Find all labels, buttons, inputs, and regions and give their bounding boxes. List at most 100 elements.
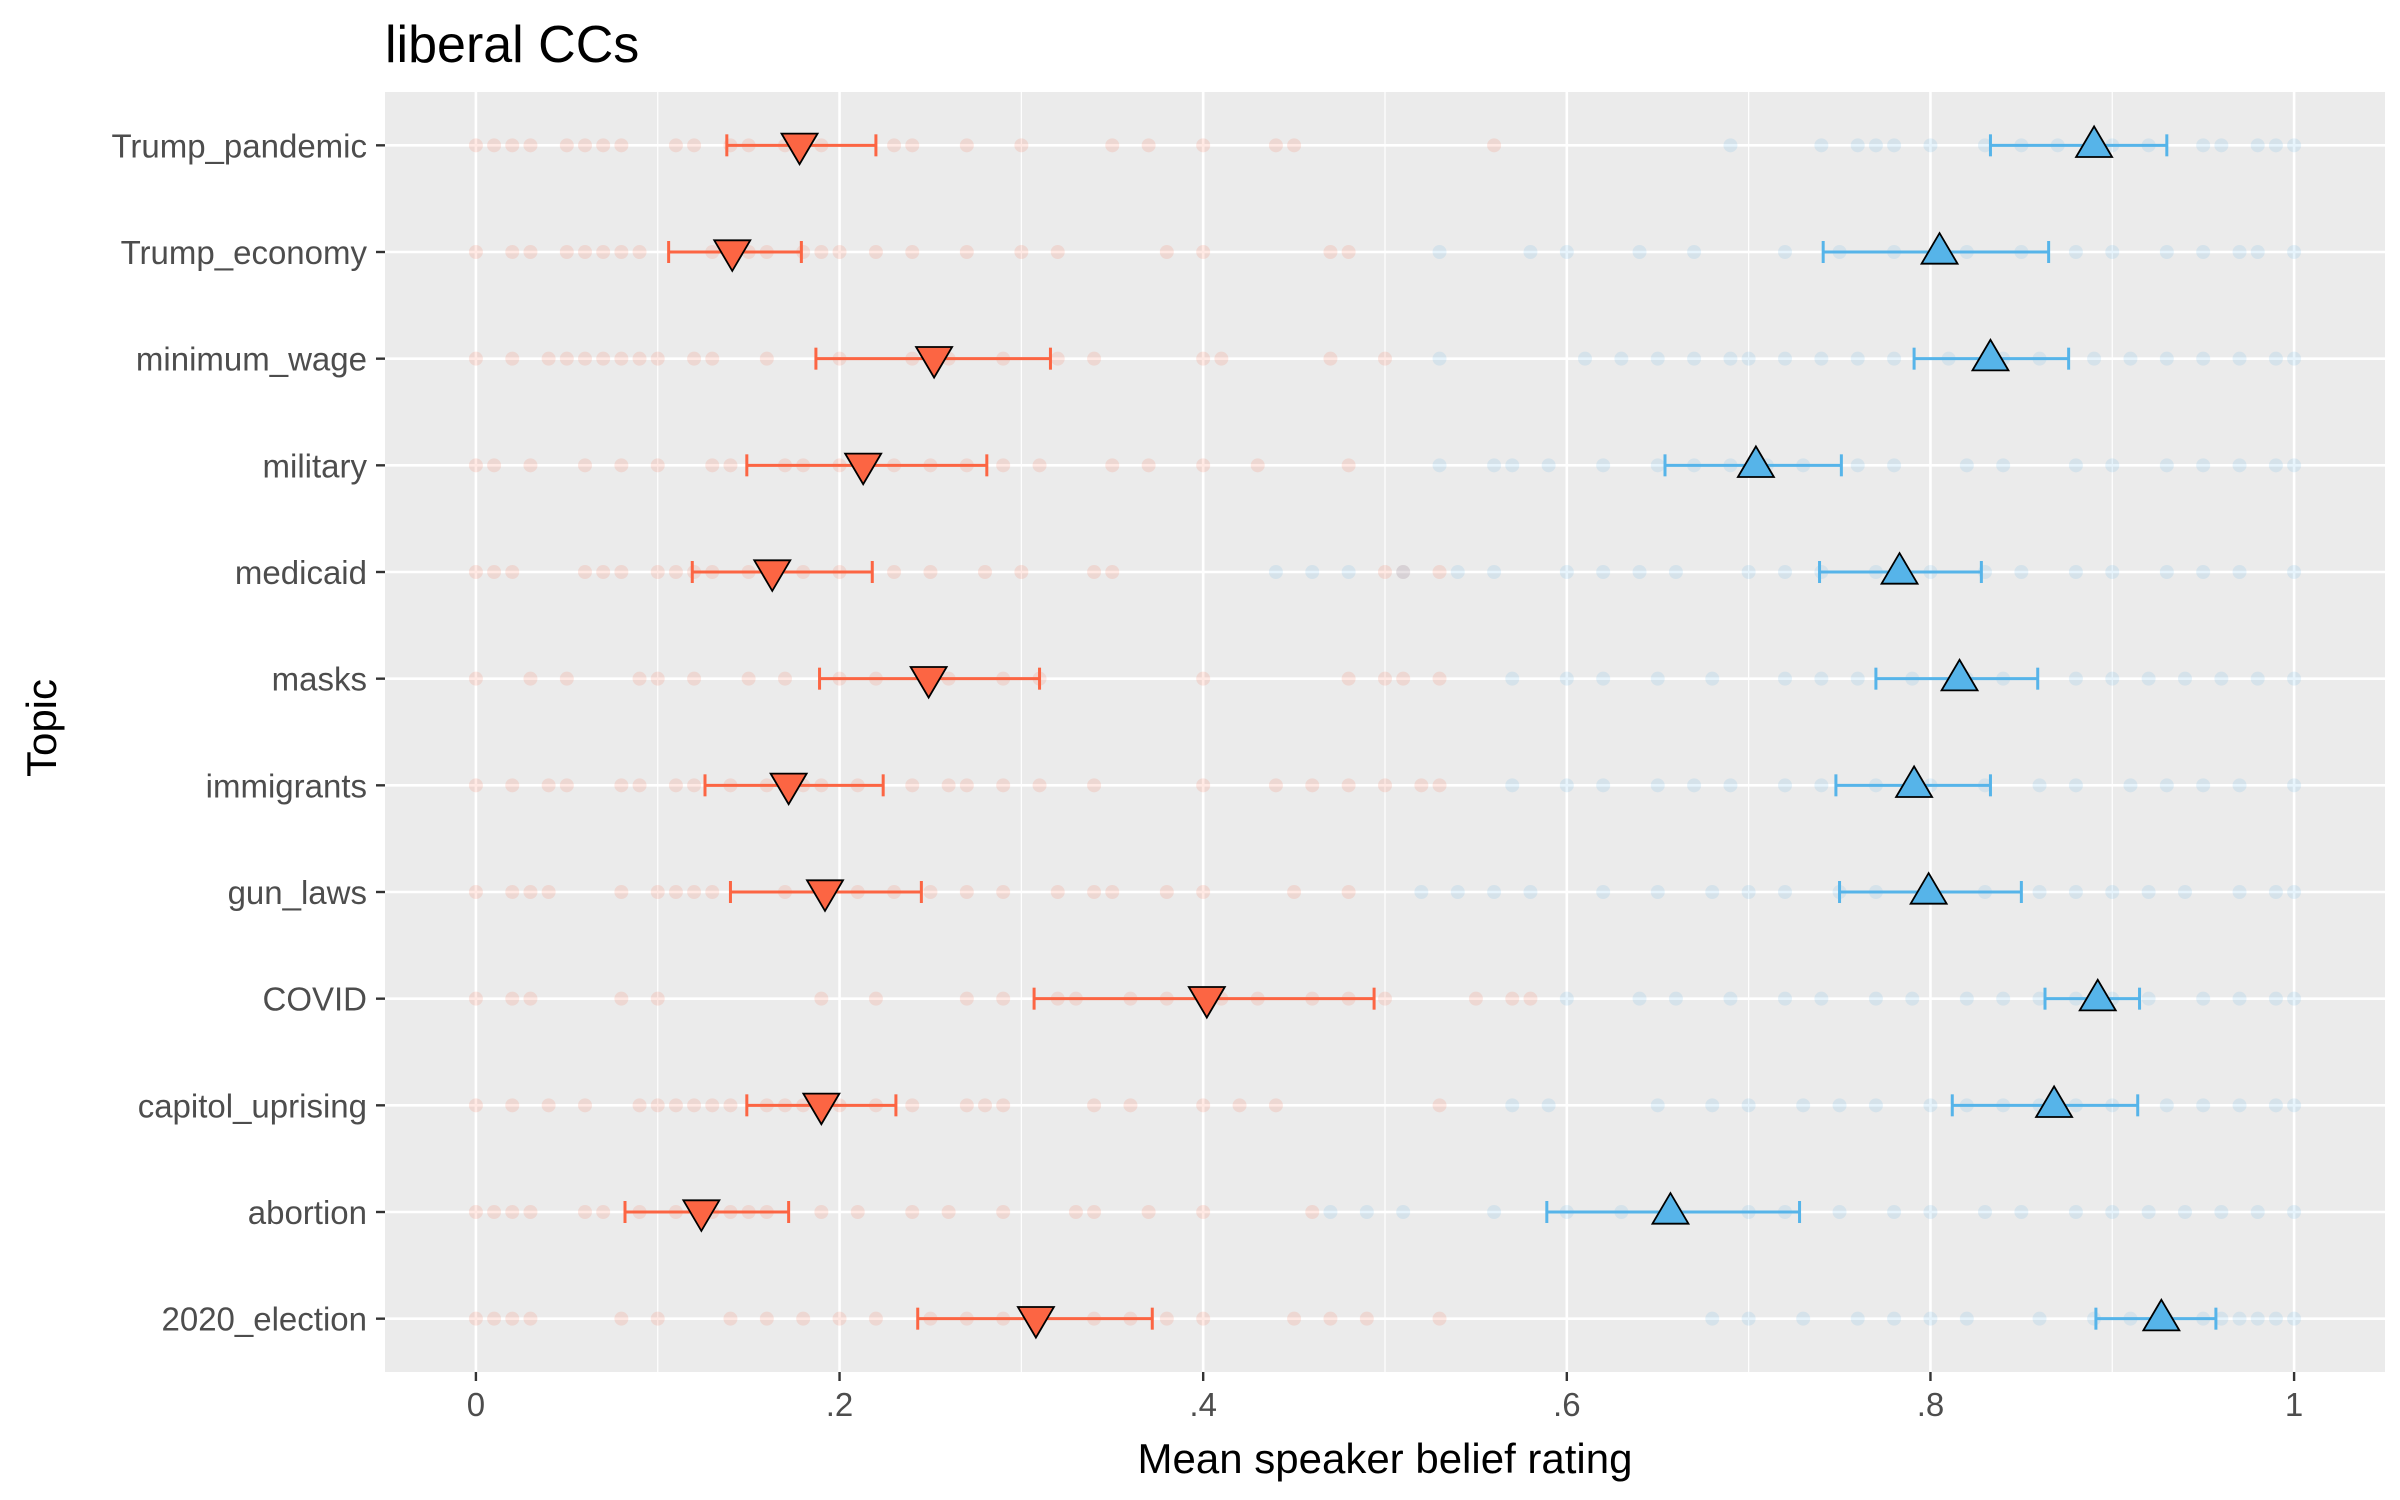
raw-point — [1050, 351, 1065, 366]
raw-point — [1087, 885, 1102, 899]
raw-point — [2159, 245, 2174, 259]
raw-point — [2068, 778, 2083, 793]
raw-point — [1196, 458, 1211, 473]
raw-point — [596, 245, 611, 259]
raw-point — [1123, 1098, 1138, 1113]
raw-point — [1978, 1205, 1992, 1219]
raw-point — [1305, 778, 1320, 793]
raw-point — [1814, 991, 1829, 1006]
mean-marker — [752, 559, 792, 593]
raw-point — [2032, 885, 2047, 899]
raw-point — [1141, 138, 1156, 153]
raw-point — [1068, 1205, 1083, 1219]
y-tick-label: minimum_wage — [136, 341, 367, 378]
raw-point — [541, 351, 556, 366]
raw-point — [1268, 778, 1283, 793]
raw-point — [1287, 885, 1302, 899]
raw-point — [2287, 245, 2302, 259]
raw-point — [1323, 245, 1338, 259]
raw-point — [1450, 885, 1465, 899]
raw-point — [1650, 778, 1665, 793]
raw-point — [468, 991, 483, 1006]
raw-point — [887, 138, 902, 153]
raw-point — [1505, 778, 1520, 793]
raw-point — [650, 458, 665, 473]
raw-point — [2250, 138, 2265, 153]
raw-point — [468, 565, 483, 579]
raw-point — [2068, 565, 2083, 579]
raw-point — [2159, 351, 2174, 366]
raw-point — [596, 138, 611, 153]
raw-point — [523, 1205, 538, 1219]
mean-marker — [2034, 1084, 2074, 1118]
raw-point — [687, 1098, 702, 1113]
raw-point — [1541, 1098, 1556, 1113]
raw-point — [1559, 671, 1574, 686]
raw-point — [559, 351, 574, 366]
raw-point — [614, 138, 629, 153]
raw-point — [1432, 458, 1447, 473]
raw-point — [1396, 565, 1411, 579]
raw-point — [1341, 885, 1356, 899]
raw-point — [1887, 138, 1902, 153]
y-tick-label: medicaid — [235, 554, 367, 591]
raw-point — [1578, 351, 1592, 366]
raw-point — [1687, 351, 1702, 366]
raw-point — [650, 1311, 665, 1326]
raw-point — [2196, 245, 2211, 259]
raw-point — [505, 1311, 520, 1326]
x-tick-label: 1 — [2285, 1386, 2303, 1423]
raw-point — [832, 245, 847, 259]
raw-point — [1196, 671, 1211, 686]
raw-point — [541, 1098, 556, 1113]
raw-point — [1632, 991, 1647, 1006]
raw-point — [505, 138, 520, 153]
raw-point — [814, 245, 829, 259]
raw-point — [559, 138, 574, 153]
raw-point — [1396, 565, 1411, 579]
raw-point — [1014, 245, 1029, 259]
raw-point — [523, 991, 538, 1006]
raw-point — [505, 1205, 520, 1219]
raw-point — [1014, 565, 1029, 579]
raw-point — [1505, 671, 1520, 686]
raw-point — [578, 1098, 592, 1113]
raw-point — [1378, 565, 1392, 579]
raw-point — [1105, 565, 1120, 579]
y-tick-label: masks — [272, 661, 367, 698]
raw-point — [2250, 1205, 2265, 1219]
raw-point — [1705, 671, 1720, 686]
raw-point — [1978, 138, 1992, 153]
raw-point — [1650, 885, 1665, 899]
raw-point — [2196, 565, 2211, 579]
raw-point — [2268, 1311, 2283, 1326]
mean-marker — [681, 1199, 721, 1233]
raw-point — [1196, 351, 1211, 366]
raw-point — [996, 991, 1011, 1006]
raw-point — [1414, 885, 1429, 899]
raw-point — [2214, 671, 2229, 686]
raw-point — [2123, 778, 2138, 793]
raw-point — [1868, 1098, 1883, 1113]
raw-point — [687, 351, 702, 366]
raw-point — [705, 1098, 720, 1113]
raw-point — [1050, 885, 1065, 899]
raw-point — [1741, 351, 1756, 366]
raw-point — [1778, 671, 1792, 686]
raw-point — [487, 1311, 502, 1326]
raw-point — [1814, 671, 1829, 686]
raw-point — [2214, 138, 2229, 153]
raw-point — [1614, 351, 1629, 366]
raw-point — [596, 1205, 611, 1219]
raw-point — [1778, 778, 1792, 793]
y-tick-label: gun_laws — [228, 874, 367, 911]
raw-point — [905, 1098, 920, 1113]
raw-point — [614, 458, 629, 473]
raw-point — [2178, 1205, 2192, 1219]
y-tick-label: military — [263, 447, 368, 484]
raw-point — [1923, 138, 1938, 153]
raw-point — [468, 351, 483, 366]
raw-point — [1723, 991, 1738, 1006]
y-tick-label: 2020_election — [161, 1301, 367, 1338]
raw-point — [887, 565, 902, 579]
